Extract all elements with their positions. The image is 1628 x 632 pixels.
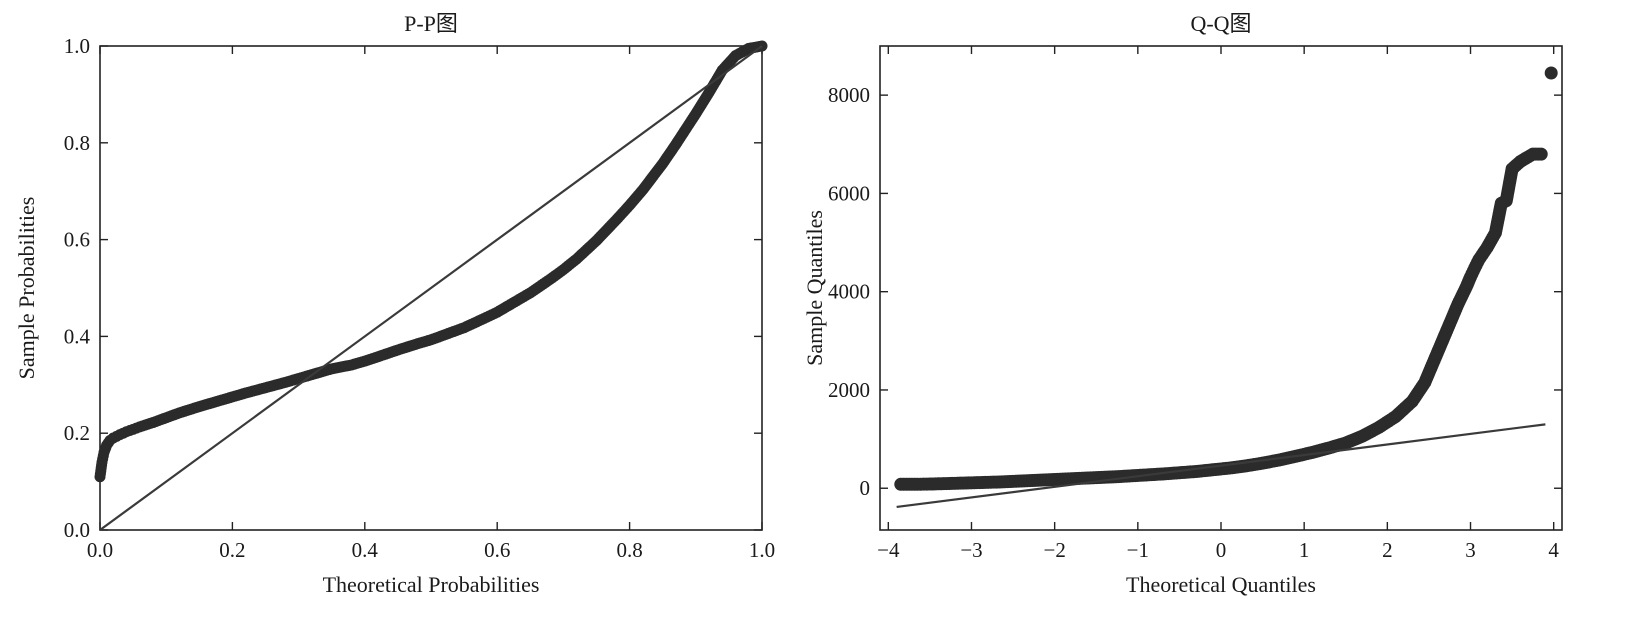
y-tick-label: 0.2 [64, 421, 90, 445]
x-axis-label: Theoretical Quantiles [1126, 572, 1316, 597]
x-tick-label: 0 [1216, 538, 1227, 562]
y-axis-label: Sample Probabilities [14, 197, 39, 380]
x-tick-label: −2 [1043, 538, 1065, 562]
x-tick-label: 0.0 [87, 538, 113, 562]
x-tick-label: −4 [877, 538, 900, 562]
x-tick-label: 0.4 [352, 538, 379, 562]
y-tick-label: 0.0 [64, 518, 90, 542]
x-tick-label: 2 [1382, 538, 1393, 562]
data-points [94, 40, 768, 483]
x-tick-label: 0.8 [616, 538, 642, 562]
reference-line [99, 45, 763, 531]
chart-title: P-P图 [404, 11, 458, 36]
x-tick-label: −1 [1127, 538, 1149, 562]
data-point [1534, 147, 1548, 161]
x-tick-label: −3 [960, 538, 982, 562]
data-points [894, 66, 1558, 491]
reference-line [896, 423, 1546, 508]
x-tick-label: 1 [1299, 538, 1310, 562]
x-axis-label: Theoretical Probabilities [323, 572, 540, 597]
y-tick-label: 0.8 [64, 131, 90, 155]
x-tick-label: 3 [1465, 538, 1476, 562]
x-tick-label: 1.0 [749, 538, 775, 562]
chart-panel-1: P-P图 0.0 0.2 0.4 0.6 0.8 1.0 0.0 0.2 0.4 0.6 0.8 1.0… [14, 11, 775, 597]
y-tick-label: 0 [860, 476, 871, 500]
y-tick-label: 8000 [828, 83, 870, 107]
y-tick-label: 2000 [828, 378, 870, 402]
plot-frame [99, 45, 763, 531]
x-tick-label: 0.2 [219, 538, 245, 562]
x-tick-label: 0.6 [484, 538, 510, 562]
x-tick-label: 4 [1548, 538, 1559, 562]
y-tick-label: 0.4 [64, 324, 91, 348]
y-tick-label: 6000 [828, 181, 870, 205]
y-tick-label: 1.0 [64, 34, 90, 58]
data-point [1544, 66, 1558, 80]
y-axis-label: Sample Quantiles [802, 210, 827, 366]
chart-panel-2: Q-Q图 −4 −3 −2 −1 0 1 2 3 4 0 2000 4000 6000 8000 Theore… [802, 11, 1563, 597]
y-tick-label: 4000 [828, 280, 870, 304]
y-tick-label: 0.6 [64, 228, 90, 252]
chart-title: Q-Q图 [1190, 11, 1251, 36]
